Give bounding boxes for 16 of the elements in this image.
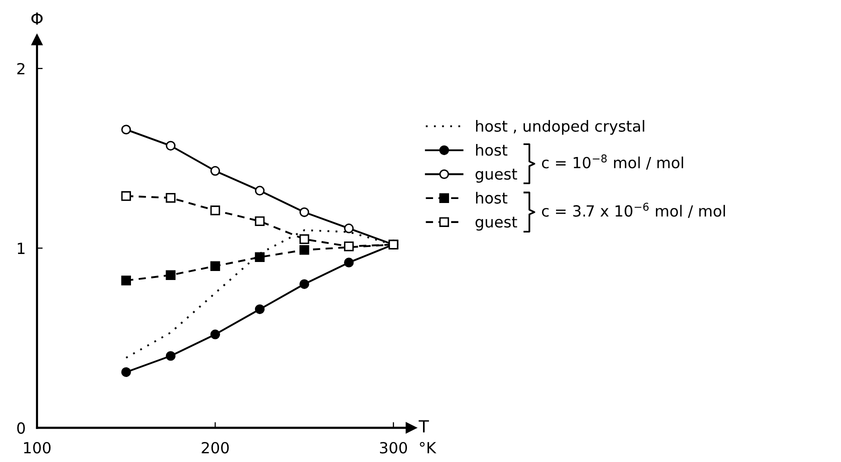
legend-label: guest: [476, 216, 518, 231]
legend-label: host: [476, 144, 508, 156]
x-tick-label: 100: [24, 442, 51, 454]
y-tick-label: 2: [17, 62, 24, 74]
text: c = 10$^{−8}$ mol / mol: [542, 154, 684, 170]
y-tick-label: 1: [18, 242, 24, 254]
y-axis-title: Φ: [31, 12, 43, 25]
legend-label: guest: [476, 168, 518, 183]
x-tick-label: 200: [202, 442, 229, 454]
x-tick-label: 300: [380, 442, 407, 454]
y-tick-label: 0: [17, 422, 25, 434]
text: °K: [420, 442, 436, 454]
legend-label: host , undoped crystal: [476, 120, 644, 135]
text: c = 3.7 x 10$^{−6}$ mol / mol: [542, 202, 725, 218]
x-axis-title: T: [418, 420, 429, 432]
legend-label: host: [476, 192, 508, 204]
